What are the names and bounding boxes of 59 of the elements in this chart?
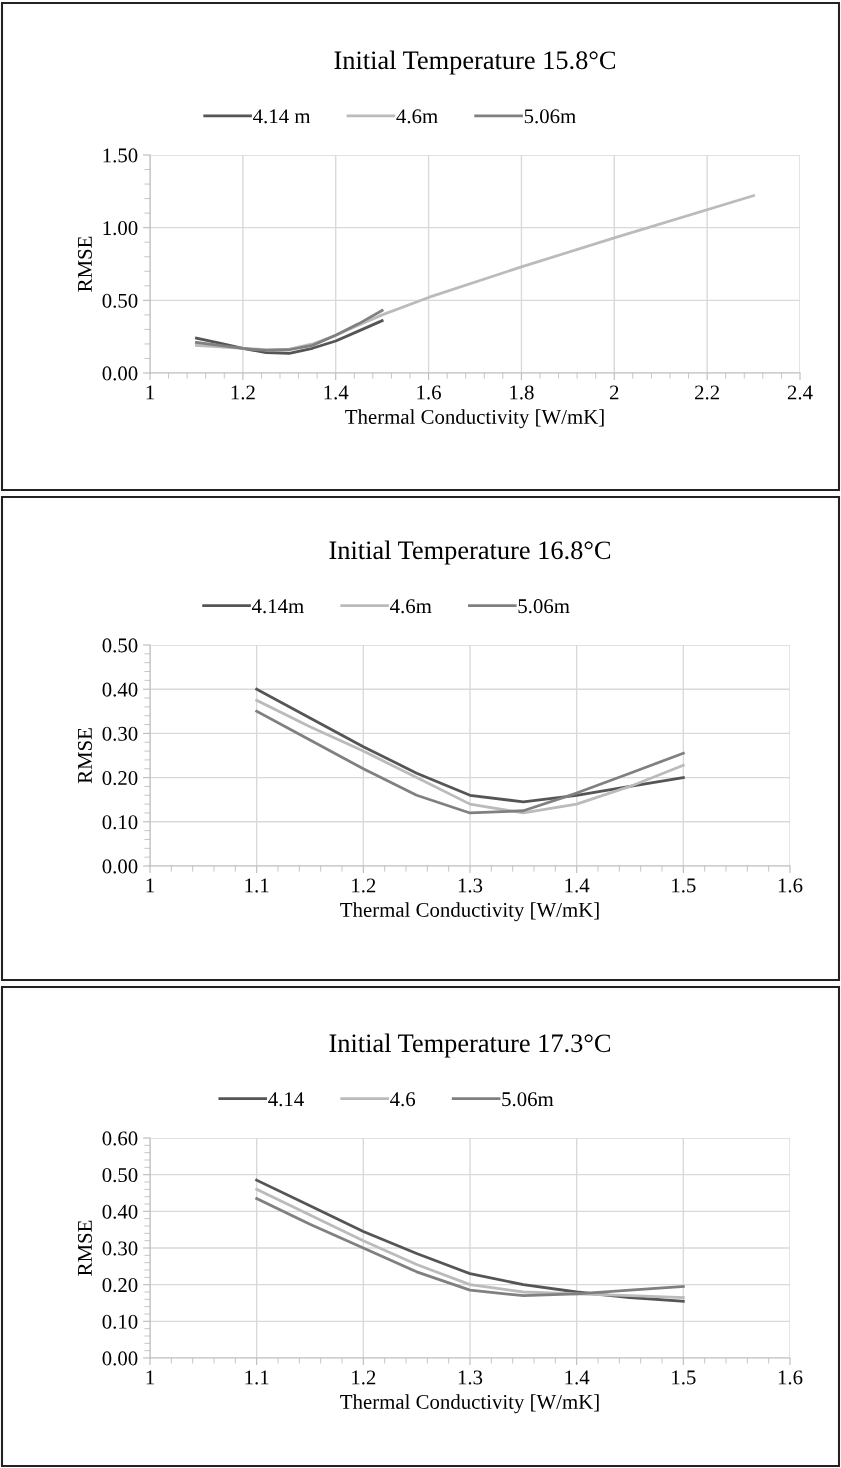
line-series bbox=[255, 687, 685, 804]
chart-title: Initial Temperature 16.8°C bbox=[329, 540, 611, 565]
y-tick-label: 0.10 bbox=[102, 1314, 138, 1329]
x-tick-label: 1.4 bbox=[565, 1370, 590, 1385]
y-tick-label: 0.50 bbox=[102, 1168, 138, 1183]
x-tick-label: 1 bbox=[146, 385, 154, 400]
x-tick-label: 1.2 bbox=[231, 385, 255, 400]
x-axis-title: Thermal Conductivity [W/mK] bbox=[340, 1394, 599, 1414]
y-axis-title: RMSE bbox=[77, 236, 92, 292]
y-tick-label: 0.50 bbox=[102, 638, 138, 653]
y-tick-label: 0.30 bbox=[102, 726, 138, 741]
legend-label: 4.14m bbox=[251, 599, 304, 614]
x-tick-label: 1.5 bbox=[672, 878, 696, 893]
x-tick-label: 1.4 bbox=[324, 385, 349, 400]
x-tick-label: 1.6 bbox=[778, 878, 803, 893]
y-axis-title: RMSE bbox=[77, 728, 92, 784]
chart-title: Initial Temperature 15.8°C bbox=[334, 50, 616, 75]
legend-label: 4.6 bbox=[390, 1092, 416, 1107]
x-tick-label: 1.2 bbox=[352, 1370, 376, 1385]
x-tick-label: 2.2 bbox=[695, 385, 720, 400]
y-tick-label: 0.50 bbox=[102, 293, 138, 308]
legend-label: 5.06m bbox=[518, 599, 570, 614]
y-axis-title: RMSE bbox=[77, 1220, 92, 1276]
x-tick-label: 2.4 bbox=[787, 385, 813, 400]
y-tick-label: 0.40 bbox=[102, 1204, 138, 1219]
legend-label: 4.14 m bbox=[253, 109, 311, 124]
y-tick-label: 0.30 bbox=[102, 1241, 138, 1256]
x-tick-label: 1.3 bbox=[458, 1370, 483, 1385]
x-tick-label: 1.3 bbox=[458, 878, 483, 893]
x-tick-label: 1.6 bbox=[778, 1370, 803, 1385]
y-tick-label: 1.00 bbox=[103, 221, 138, 236]
x-tick-label: 1.1 bbox=[245, 878, 269, 893]
y-tick-label: 1.50 bbox=[103, 148, 138, 163]
y-tick-label: 0.60 bbox=[102, 1131, 138, 1146]
x-tick-label: 1.6 bbox=[417, 385, 441, 400]
x-tick-label: 1.1 bbox=[245, 1370, 269, 1385]
legend-label: 4.14 bbox=[268, 1092, 304, 1107]
x-axis-title: Thermal Conductivity [W/mK] bbox=[340, 902, 599, 922]
chart-title: Initial Temperature 17.3°C bbox=[329, 1033, 611, 1058]
y-tick-label: 0.10 bbox=[102, 815, 138, 830]
y-tick-label: 0.20 bbox=[102, 1278, 138, 1293]
x-tick-label: 1.8 bbox=[510, 385, 534, 400]
y-tick-label: 0.00 bbox=[102, 859, 138, 874]
line-series bbox=[195, 309, 384, 352]
y-tick-label: 0.40 bbox=[102, 682, 138, 697]
x-tick-label: 1 bbox=[146, 878, 154, 893]
legend-label: 4.6m bbox=[390, 599, 432, 614]
legend-label: 5.06m bbox=[502, 1092, 554, 1107]
x-tick-label: 1.4 bbox=[565, 878, 590, 893]
x-tick-label: 2 bbox=[609, 385, 619, 400]
x-axis-title: Thermal Conductivity [W/mK] bbox=[345, 409, 604, 429]
x-tick-label: 1.2 bbox=[352, 878, 376, 893]
legend-label: 4.6m bbox=[396, 109, 438, 124]
legend-label: 5.06m bbox=[524, 109, 576, 124]
x-tick-label: 1 bbox=[146, 1370, 154, 1385]
y-tick-label: 0.00 bbox=[102, 1351, 138, 1366]
y-tick-label: 0.00 bbox=[102, 366, 138, 381]
x-tick-label: 1.5 bbox=[672, 1370, 696, 1385]
y-tick-label: 0.20 bbox=[102, 770, 138, 786]
